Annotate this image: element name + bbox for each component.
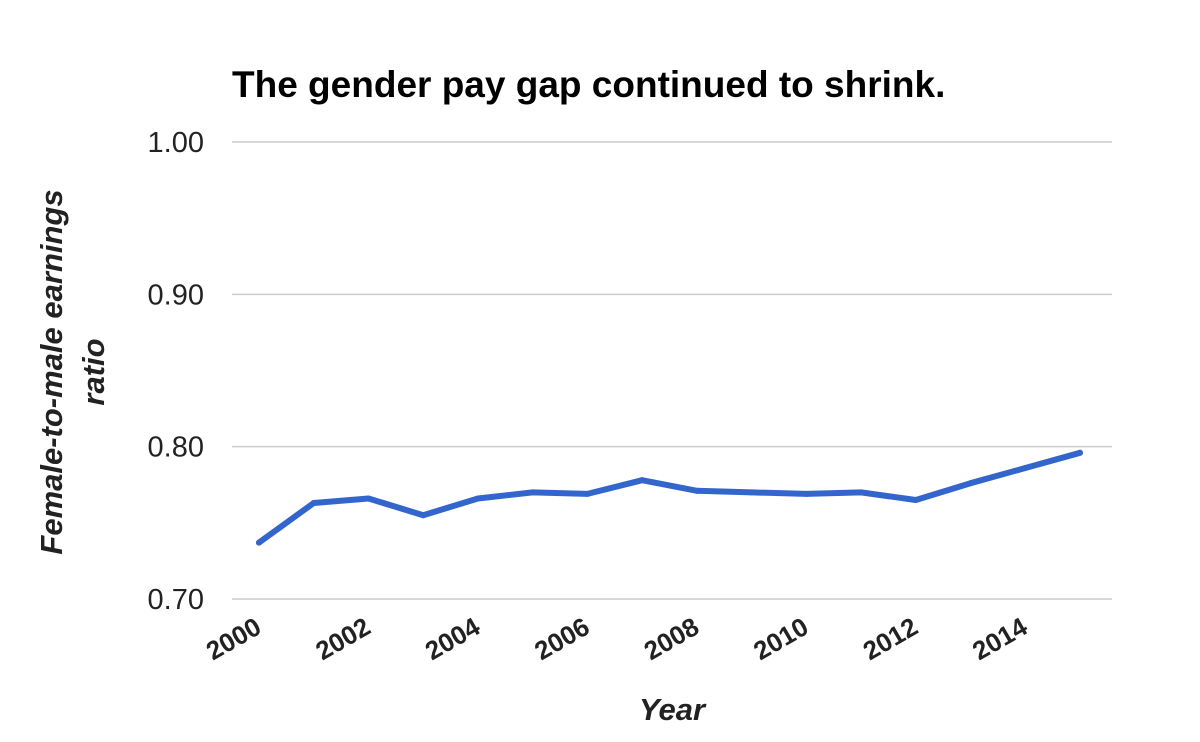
y-axis-title-line-1: Female-to-male earnings [34, 189, 69, 554]
y-tick-label: 0.90 [148, 279, 204, 311]
data-point [310, 500, 317, 507]
y-axis-title-line-2: ratio [76, 338, 111, 405]
x-tick-label: 2012 [858, 611, 923, 666]
data-point [858, 489, 865, 496]
y-axis-title: Female-to-male earnings ratio [34, 189, 111, 554]
x-tick-label: 2006 [529, 611, 594, 666]
data-point [256, 539, 262, 546]
x-tick-label: 2008 [639, 611, 704, 666]
chart-title: The gender pay gap continued to shrink. [232, 64, 945, 105]
x-axis-ticks: 2000 2002 2004 2006 2008 2010 2012 2014 [201, 611, 1033, 666]
y-tick-label: 0.70 [148, 584, 204, 616]
x-tick-label: 2004 [420, 611, 486, 666]
data-point [639, 477, 646, 484]
y-tick-label: 0.80 [148, 432, 204, 464]
data-point [967, 480, 974, 487]
data-point [1022, 464, 1029, 471]
x-tick-label: 2000 [201, 611, 266, 666]
x-tick-label: 2010 [748, 611, 813, 666]
x-axis-title: Year [639, 692, 707, 727]
y-axis-ticks: 0.70 0.80 0.90 1.00 [148, 127, 204, 616]
data-point [803, 490, 810, 497]
x-tick-label: 2002 [310, 611, 375, 666]
y-tick-label: 1.00 [148, 127, 204, 159]
x-tick-label: 2014 [967, 611, 1033, 666]
data-point [912, 496, 919, 503]
grid-lines [232, 141, 1112, 600]
data-point [748, 489, 755, 496]
data-point [420, 512, 427, 519]
series-group [256, 449, 1083, 546]
data-point [1077, 449, 1083, 456]
data-point [365, 495, 372, 502]
data-point [529, 489, 536, 496]
data-point [474, 495, 481, 502]
data-point [693, 487, 700, 494]
series-line [256, 449, 1083, 546]
data-point [584, 490, 591, 497]
